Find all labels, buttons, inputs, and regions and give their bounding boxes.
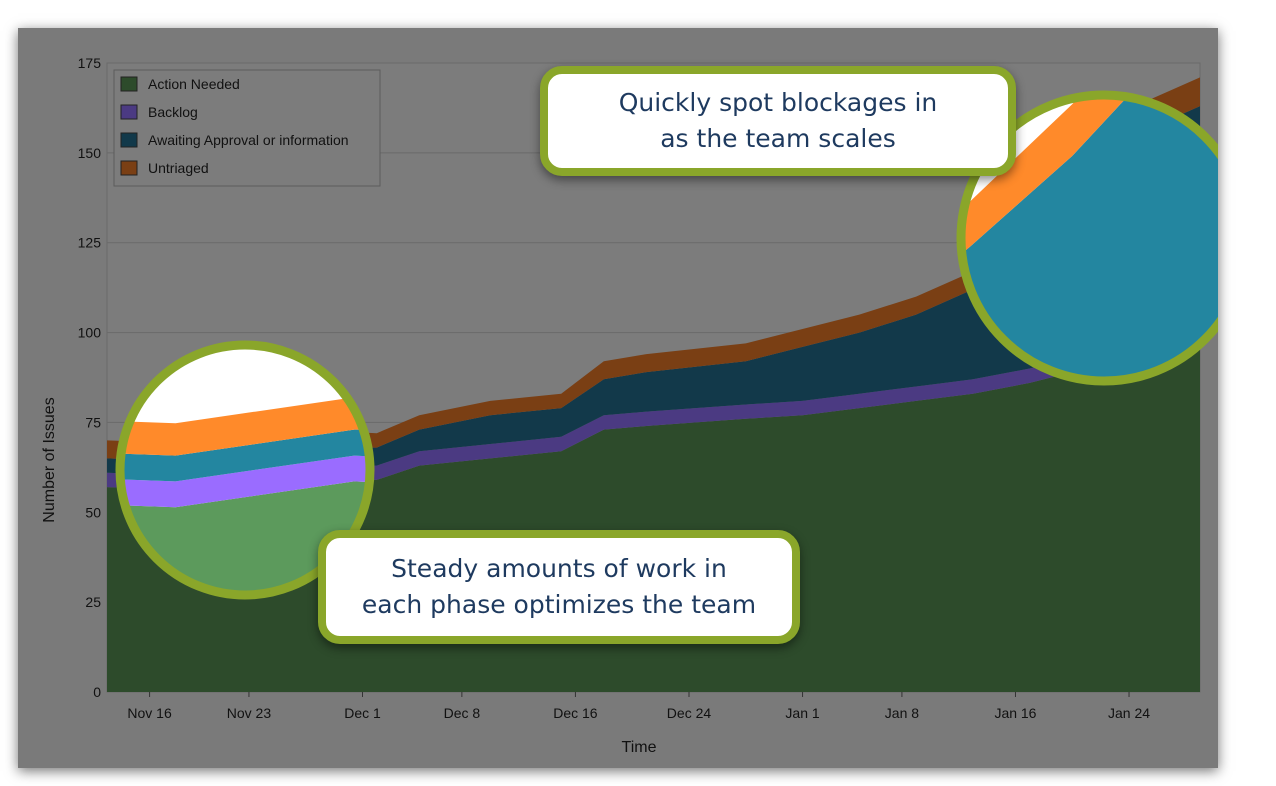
legend-label: Awaiting Approval or information	[148, 132, 349, 148]
x-axis-title: Time	[622, 739, 657, 756]
y-tick-label: 25	[85, 594, 101, 610]
legend-label: Untriaged	[148, 160, 209, 176]
y-axis-title: Number of Issues	[41, 397, 58, 522]
y-tick-label: 75	[85, 414, 101, 430]
lens-ring	[956, 90, 1218, 386]
zoom-lens-left	[115, 340, 375, 600]
x-tick-label: Nov 16	[127, 705, 172, 721]
chart-card: 0 25 50 75 100 125 150 175 Nov 16 Nov 23 Dec 1 Dec…	[18, 28, 1218, 768]
y-tick-label: 175	[78, 55, 102, 71]
y-tick-label: 50	[85, 504, 101, 520]
x-tick-label: Jan 1	[785, 705, 819, 721]
legend-box	[113, 69, 381, 187]
x-tick-label: Nov 23	[227, 705, 272, 721]
legend-swatch	[120, 132, 138, 148]
legend-label: Backlog	[148, 104, 198, 120]
x-tick-label: Jan 8	[885, 705, 919, 721]
x-tick-label: Dec 8	[444, 705, 481, 721]
y-tick-label: 0	[93, 684, 101, 700]
callout-steady-work-text: Steady amounts of work in each phase opt…	[361, 554, 757, 619]
x-tick-label: Dec 16	[553, 705, 598, 721]
x-tick-label: Jan 24	[1108, 705, 1150, 721]
lens-ring	[115, 340, 375, 600]
zoom-lens-right	[956, 90, 1218, 386]
callout-blockages: Quickly spot blockages in as the team sc…	[540, 66, 1016, 176]
legend-swatch	[120, 76, 138, 92]
callout-blockages-text: Quickly spot blockages in as the team sc…	[618, 88, 938, 153]
legend-label: Action Needed	[148, 76, 240, 92]
x-tick-label: Dec 24	[667, 705, 712, 721]
y-tick-label: 100	[78, 325, 102, 341]
area-series-awaiting-approval-or-information	[107, 106, 1200, 477]
legend: Action Needed Backlog Awaiting Approval or…	[113, 69, 381, 187]
legend-swatch	[120, 104, 138, 120]
x-tick-label: Dec 1	[344, 705, 381, 721]
y-tick-label: 150	[78, 145, 102, 161]
legend-swatch	[120, 160, 138, 176]
x-tick-label: Jan 16	[994, 705, 1036, 721]
y-tick-label: 125	[78, 235, 102, 251]
callout-steady-work: Steady amounts of work in each phase opt…	[318, 530, 800, 644]
